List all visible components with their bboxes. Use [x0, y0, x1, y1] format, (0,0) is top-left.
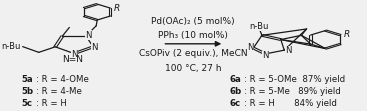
- Text: : R = 4-Me: : R = 4-Me: [36, 87, 82, 96]
- Text: PPh₃ (10 mol%): PPh₃ (10 mol%): [158, 31, 228, 40]
- Text: 5b: 5b: [22, 87, 34, 96]
- Text: CsOPiv (2 equiv.), MeCN: CsOPiv (2 equiv.), MeCN: [139, 49, 248, 58]
- Text: 6c: 6c: [229, 99, 240, 108]
- Text: N: N: [92, 43, 98, 52]
- Text: N: N: [262, 51, 269, 60]
- Text: N: N: [86, 31, 92, 40]
- Text: : R = 5-OMe  87% yield: : R = 5-OMe 87% yield: [244, 75, 345, 84]
- Text: 6b: 6b: [229, 87, 241, 96]
- Text: 6a: 6a: [229, 75, 241, 84]
- Text: 5c: 5c: [22, 99, 33, 108]
- Text: Pd(OAc)₂ (5 mol%): Pd(OAc)₂ (5 mol%): [152, 17, 235, 26]
- Text: 5a: 5a: [22, 75, 33, 84]
- Text: : R = 5-Me   89% yield: : R = 5-Me 89% yield: [244, 87, 341, 96]
- Text: R: R: [114, 4, 120, 13]
- Text: : R = 4-OMe: : R = 4-OMe: [36, 75, 89, 84]
- Text: N: N: [71, 50, 77, 59]
- Text: N: N: [285, 46, 292, 55]
- Text: R: R: [344, 30, 350, 39]
- Text: N: N: [247, 43, 254, 52]
- Text: 100 °C, 27 h: 100 °C, 27 h: [165, 64, 222, 73]
- Text: N=N: N=N: [62, 55, 83, 64]
- Text: n-Bu: n-Bu: [1, 42, 21, 51]
- Text: : R = H: : R = H: [36, 99, 67, 108]
- Text: : R = H       84% yield: : R = H 84% yield: [244, 99, 337, 108]
- Text: n-Bu: n-Bu: [249, 22, 268, 31]
